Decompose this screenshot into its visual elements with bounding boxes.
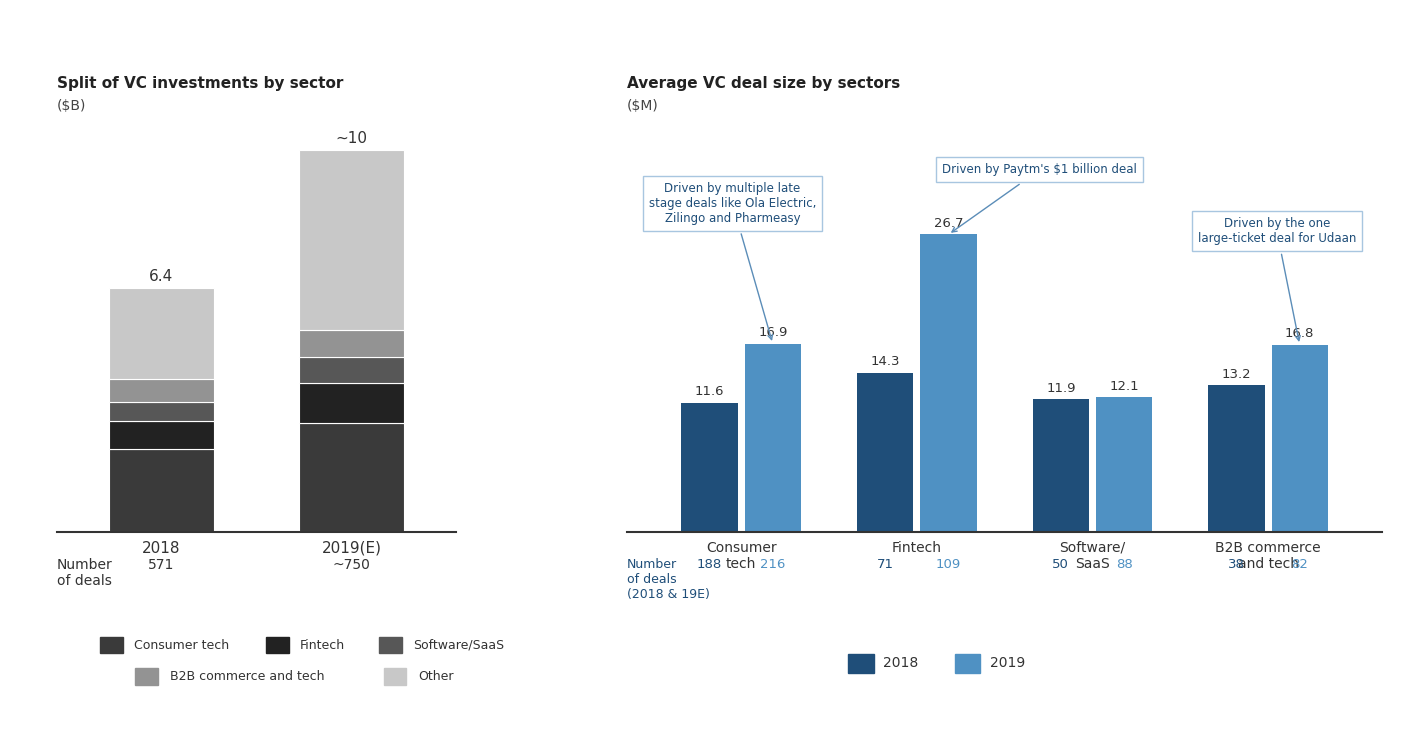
Text: B2B commerce and tech: B2B commerce and tech <box>170 670 323 683</box>
Text: Consumer tech: Consumer tech <box>134 639 229 652</box>
Bar <box>299 383 403 424</box>
Text: Software/SaaS: Software/SaaS <box>413 639 504 652</box>
Text: 6.4: 6.4 <box>150 269 174 284</box>
Text: 11.6: 11.6 <box>695 386 724 398</box>
Text: 216: 216 <box>760 558 785 571</box>
Bar <box>681 403 738 532</box>
Bar <box>299 424 403 532</box>
Text: Split of VC investments by sector: Split of VC investments by sector <box>57 76 343 91</box>
Text: 16.9: 16.9 <box>758 327 788 339</box>
Text: 188: 188 <box>697 558 722 571</box>
Text: 12.1: 12.1 <box>1109 380 1139 393</box>
Bar <box>1033 399 1089 532</box>
Bar <box>110 421 214 449</box>
Text: Driven by the one
large-ticket deal for Udaan: Driven by the one large-ticket deal for … <box>1197 217 1357 340</box>
Text: Number
of deals: Number of deals <box>57 558 113 588</box>
Text: 16.8: 16.8 <box>1285 327 1314 340</box>
Text: 50: 50 <box>1053 558 1069 571</box>
Text: Other: Other <box>418 670 453 683</box>
Bar <box>745 344 801 532</box>
Text: 71: 71 <box>876 558 893 571</box>
Bar <box>299 150 403 330</box>
Bar <box>1096 397 1153 532</box>
Text: 571: 571 <box>148 558 175 572</box>
Text: 88: 88 <box>1116 558 1133 571</box>
Text: Fintech: Fintech <box>301 639 345 652</box>
Bar <box>299 357 403 383</box>
Bar <box>299 330 403 357</box>
Bar <box>110 288 214 379</box>
Text: 13.2: 13.2 <box>1221 367 1251 381</box>
Text: 109: 109 <box>936 558 960 571</box>
Bar <box>1208 385 1264 532</box>
Bar <box>110 402 214 421</box>
Text: Driven by Paytm's $1 billion deal: Driven by Paytm's $1 billion deal <box>942 163 1137 232</box>
Bar <box>110 379 214 402</box>
Bar <box>110 449 214 532</box>
Text: 2018: 2018 <box>884 656 919 671</box>
Text: Number
of deals
(2018 & 19E): Number of deals (2018 & 19E) <box>627 558 710 601</box>
Text: ~10: ~10 <box>335 131 368 147</box>
Text: ($M): ($M) <box>627 99 658 113</box>
Bar <box>1271 345 1328 532</box>
Text: ~750: ~750 <box>332 558 370 572</box>
Text: Average VC deal size by sectors: Average VC deal size by sectors <box>627 76 901 91</box>
Text: 11.9: 11.9 <box>1046 382 1076 395</box>
Text: 82: 82 <box>1291 558 1308 571</box>
Text: 26.7: 26.7 <box>933 217 963 230</box>
Text: 2019: 2019 <box>990 656 1026 671</box>
Text: 14.3: 14.3 <box>871 355 901 368</box>
Text: ($B): ($B) <box>57 99 87 113</box>
Bar <box>921 235 976 532</box>
Bar <box>856 373 913 532</box>
Text: 38: 38 <box>1228 558 1245 571</box>
Text: Driven by multiple late
stage deals like Ola Electric,
Zilingo and Pharmeasy: Driven by multiple late stage deals like… <box>648 182 817 340</box>
